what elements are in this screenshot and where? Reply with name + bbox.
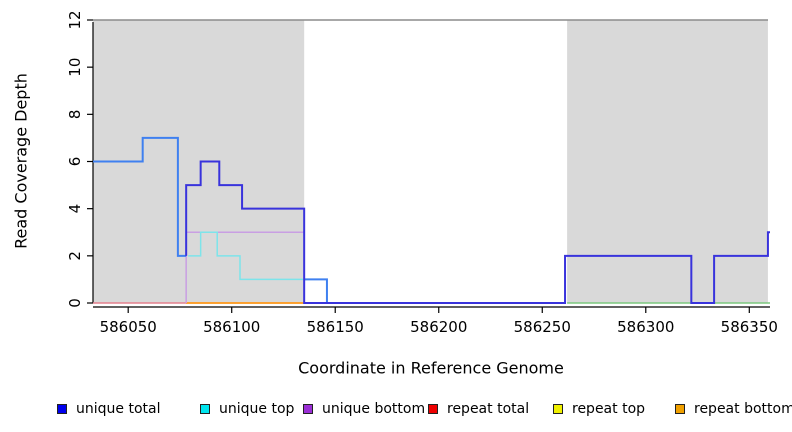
legend-swatch <box>57 404 67 414</box>
y-tick-label: 4 <box>66 204 84 214</box>
x-tick-label: 586300 <box>617 318 674 336</box>
series-line-unique-top <box>188 231 305 281</box>
legend-swatch <box>200 404 210 414</box>
y-tick-label: 6 <box>66 157 84 167</box>
chart-legend: unique total unique top unique bottom repea… <box>0 400 792 422</box>
x-tick-label: 586050 <box>100 318 157 336</box>
series-line-coverage-total-light-blue-no-legend-entry- <box>93 136 187 257</box>
shaded-repeat-region <box>567 20 768 303</box>
y-tick-label: 12 <box>66 10 84 29</box>
y-tick-label: 8 <box>66 110 84 120</box>
x-tick-label: 586200 <box>410 318 467 336</box>
series-line-coverage-total-light-blue-no-legend-entry- <box>304 278 340 304</box>
x-tick-label: 586100 <box>203 318 260 336</box>
legend-item-repeat-total: repeat total <box>428 400 529 418</box>
legend-label: unique bottom <box>322 401 426 417</box>
y-axis-title: Read Coverage Depth <box>11 73 31 249</box>
y-tick-label: 0 <box>66 298 84 308</box>
x-tick-label: 586250 <box>514 318 571 336</box>
legend-item-repeat-top: repeat top <box>553 400 645 418</box>
legend-swatch <box>553 404 563 414</box>
x-axis-title: Coordinate in Reference Genome <box>298 358 564 378</box>
y-tick-label: 10 <box>66 58 84 77</box>
legend-item-unique-bottom: unique bottom <box>303 400 425 418</box>
legend-swatch <box>428 404 438 414</box>
y-tick-label: 2 <box>66 251 84 261</box>
legend-item-repeat-bottom: repeat bottom <box>675 400 792 418</box>
legend-label: repeat top <box>572 401 646 417</box>
legend-label: unique top <box>219 401 295 417</box>
legend-item-unique-top: unique top <box>200 400 294 418</box>
legend-label: unique total <box>76 401 161 417</box>
legend-item-unique-total: unique total <box>57 400 160 418</box>
series-line-unique-total <box>185 160 770 304</box>
x-tick-label: 586350 <box>721 318 778 336</box>
x-tick-label: 586150 <box>307 318 364 336</box>
legend-label: repeat total <box>447 401 530 417</box>
legend-swatch <box>675 404 685 414</box>
legend-swatch <box>303 404 313 414</box>
legend-label: repeat bottom <box>694 401 792 417</box>
